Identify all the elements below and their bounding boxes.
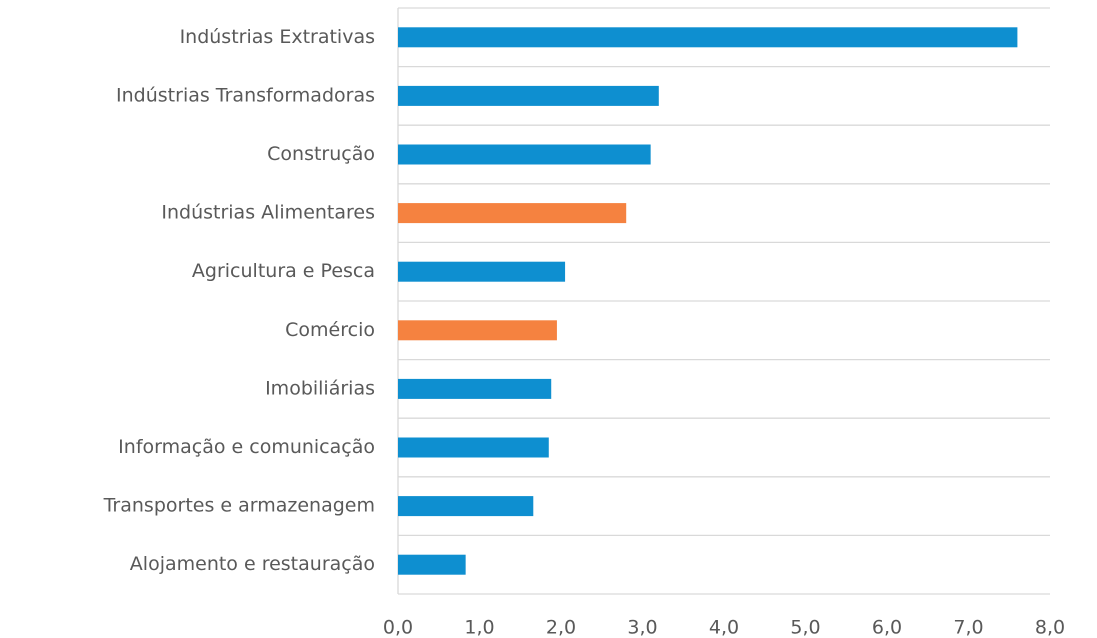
y-tick-label: Transportes e armazenagem bbox=[103, 495, 375, 517]
x-tick-label: 1,0 bbox=[464, 617, 494, 638]
x-tick-label: 4,0 bbox=[709, 617, 739, 638]
bar bbox=[398, 203, 627, 224]
bar bbox=[398, 27, 1018, 48]
y-tick-label: Comércio bbox=[285, 319, 375, 341]
x-tick-label: 5,0 bbox=[790, 617, 820, 638]
bar bbox=[398, 496, 534, 517]
x-tick-label: 6,0 bbox=[872, 617, 902, 638]
bar bbox=[398, 261, 566, 282]
y-tick-label: Informação e comunicação bbox=[118, 436, 375, 458]
y-tick-label: Indústrias Extrativas bbox=[180, 26, 375, 48]
bar bbox=[398, 320, 557, 341]
bar bbox=[398, 85, 659, 106]
y-tick-label: Alojamento e restauração bbox=[130, 553, 375, 575]
bar bbox=[398, 378, 552, 399]
y-tick-label: Construção bbox=[267, 143, 375, 165]
y-tick-label: Agricultura e Pesca bbox=[192, 260, 375, 282]
bar bbox=[398, 437, 549, 458]
y-tick-label: Indústrias Alimentares bbox=[161, 202, 375, 224]
x-tick-label: 2,0 bbox=[546, 617, 576, 638]
x-tick-label: 8,0 bbox=[1035, 617, 1065, 638]
x-tick-label: 7,0 bbox=[953, 617, 983, 638]
x-tick-label: 3,0 bbox=[627, 617, 657, 638]
x-tick-label: 0,0 bbox=[383, 617, 413, 638]
bar bbox=[398, 144, 651, 165]
bar bbox=[398, 554, 466, 575]
y-tick-label: Indústrias Transformadoras bbox=[116, 84, 375, 106]
y-tick-label: Imobiliárias bbox=[265, 377, 375, 399]
